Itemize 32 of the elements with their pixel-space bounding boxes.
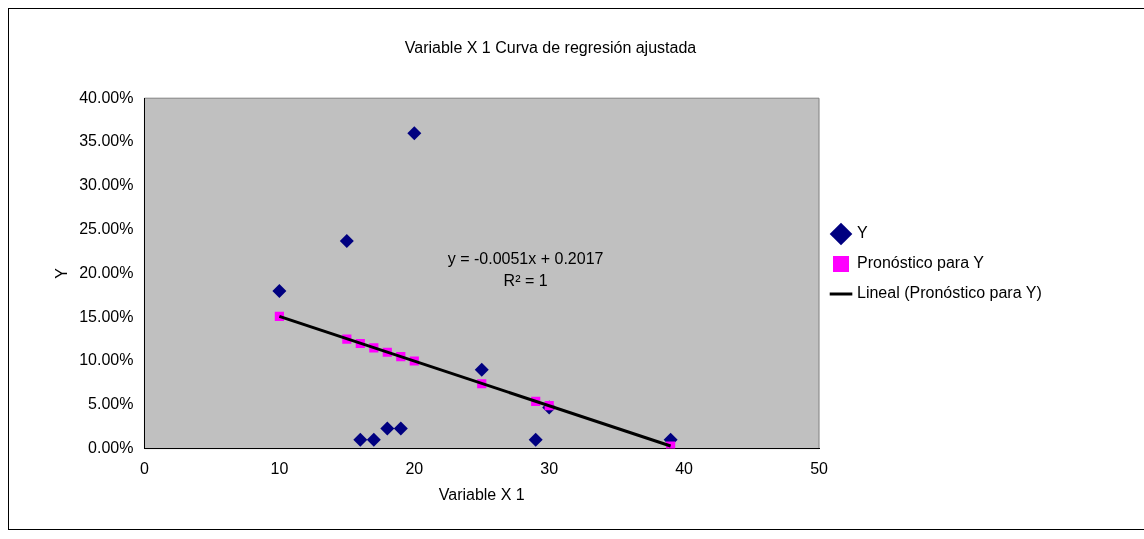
- point: [407, 126, 422, 141]
- y-tick-label: 5.00%: [88, 395, 134, 413]
- y-tick-label: 25.00%: [79, 220, 134, 238]
- y-tick-label: 10.00%: [79, 351, 134, 369]
- chart-title: Variable X 1 Curva de regresión ajustada: [404, 39, 697, 57]
- x-tick-label: 30: [540, 459, 559, 477]
- point: [474, 362, 489, 377]
- annotation: y = -0.0051x + 0.2017: [447, 249, 604, 267]
- annotation: R² = 1: [503, 271, 548, 289]
- point: [393, 421, 408, 436]
- point: [272, 283, 287, 298]
- legend-label: Pronóstico para Y: [857, 254, 985, 272]
- x-axis-title: Variable X 1: [438, 485, 525, 503]
- y-tick-label: 35.00%: [79, 132, 134, 150]
- legend-label: Y: [857, 224, 869, 242]
- x-tick-label: 0: [140, 459, 150, 477]
- y-tick-label: 20.00%: [79, 263, 134, 281]
- y-tick-label: 40.00%: [79, 88, 134, 106]
- y-tick-label: 0.00%: [88, 439, 134, 457]
- x-tick-label: 10: [270, 459, 289, 477]
- point: [528, 432, 543, 447]
- x-tick-label: 20: [405, 459, 424, 477]
- y-axis-title: Y: [53, 267, 71, 279]
- legend-label: Lineal (Pronóstico para Y): [857, 284, 1042, 302]
- point: [366, 432, 381, 447]
- y-tick-label: 15.00%: [79, 307, 134, 325]
- x-tick-label: 50: [810, 459, 829, 477]
- point: [339, 233, 354, 248]
- y-tick-label: 30.00%: [79, 176, 134, 194]
- x-tick-label: 40: [675, 459, 694, 477]
- point: [380, 421, 395, 436]
- point: [353, 432, 368, 447]
